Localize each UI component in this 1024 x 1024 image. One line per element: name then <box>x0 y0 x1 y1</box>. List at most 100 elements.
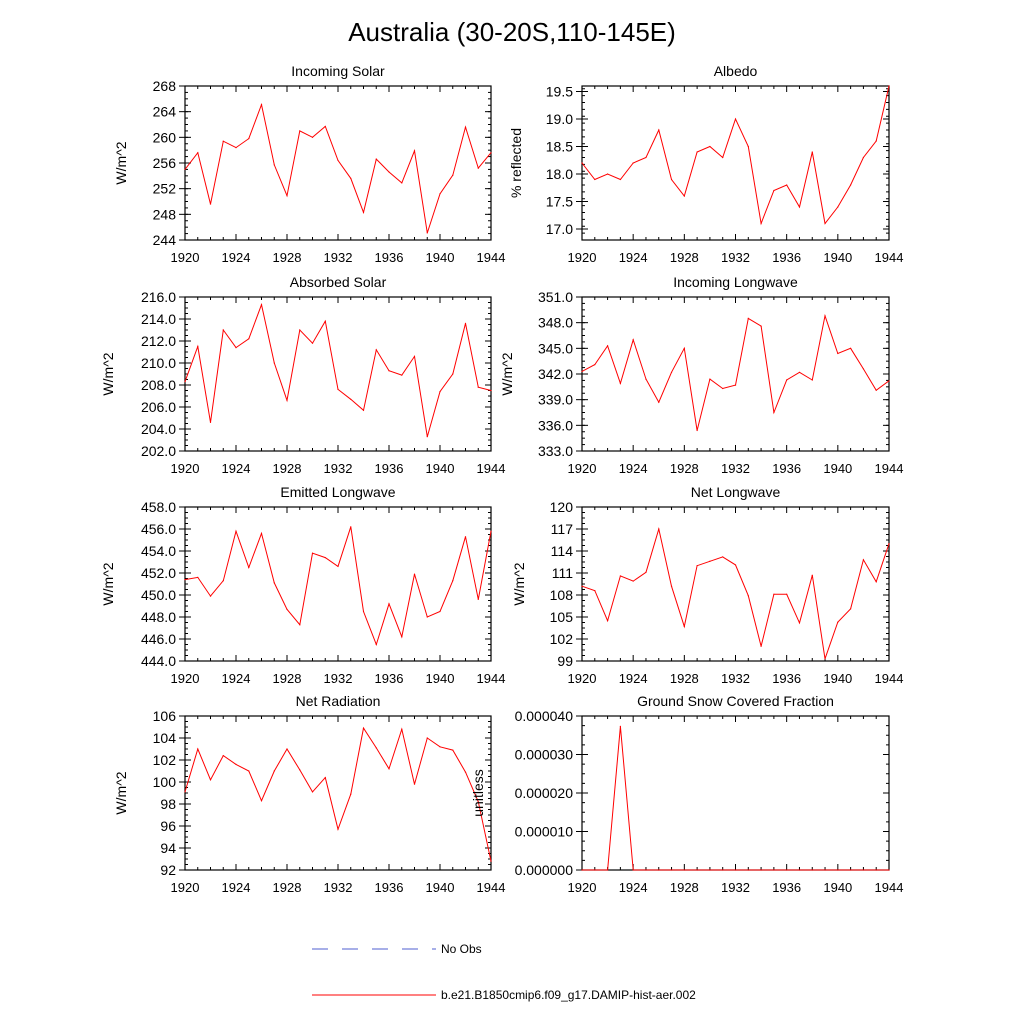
y-tick-label: 102 <box>550 631 574 647</box>
y-axis-label: W/m^2 <box>113 771 129 814</box>
data-point <box>439 610 441 613</box>
panel-title: Incoming Solar <box>291 63 385 79</box>
data-point <box>683 869 685 871</box>
data-point <box>734 869 737 871</box>
data-point <box>594 590 596 592</box>
y-tick-label: 96 <box>160 818 176 834</box>
data-point <box>413 573 416 575</box>
x-tick-label: 1924 <box>222 250 251 265</box>
x-tick-label: 1932 <box>721 461 750 476</box>
data-point <box>696 151 698 153</box>
y-tick-label: 120 <box>550 499 574 515</box>
data-point <box>324 125 326 128</box>
x-tick-label: 1924 <box>222 671 251 686</box>
x-tick-label: 1928 <box>273 461 302 476</box>
data-point <box>722 869 724 871</box>
data-point <box>619 575 621 577</box>
data-point <box>452 174 454 176</box>
y-tick-label: 206.0 <box>141 399 176 415</box>
x-tick-label: 1920 <box>568 250 597 265</box>
x-tick-label: 1936 <box>772 671 801 686</box>
x-tick-label: 1944 <box>477 880 506 895</box>
data-point <box>645 869 647 871</box>
panel-title: Net Radiation <box>296 693 381 709</box>
data-point <box>184 168 186 171</box>
data-point <box>696 429 698 432</box>
x-tick-label: 1932 <box>324 880 353 895</box>
series-line <box>184 102 492 234</box>
data-point <box>760 222 762 225</box>
data-point <box>786 184 788 186</box>
data-point <box>248 338 250 340</box>
data-point <box>439 391 441 393</box>
y-tick-label: 0.000000 <box>515 862 574 878</box>
x-tick-label: 1936 <box>375 461 404 476</box>
y-tick-label: 92 <box>160 862 176 878</box>
data-point <box>798 622 801 624</box>
data-point <box>286 399 288 401</box>
y-tick-label: 117 <box>551 521 574 537</box>
y-tick-label: 19.0 <box>546 111 573 127</box>
data-point <box>722 156 724 159</box>
data-point <box>658 528 660 530</box>
data-point <box>811 379 813 381</box>
series-line <box>581 313 890 431</box>
y-tick-label: 336.0 <box>538 417 573 433</box>
x-tick-label: 1920 <box>568 880 597 895</box>
y-tick-label: 204.0 <box>141 421 176 437</box>
y-tick-label: 244 <box>153 232 177 248</box>
x-tick-label: 1928 <box>670 880 699 895</box>
y-tick-label: 17.5 <box>546 194 573 210</box>
x-tick-label: 1936 <box>375 250 404 265</box>
data-point <box>773 869 775 871</box>
data-point <box>850 347 852 349</box>
data-point <box>709 378 711 380</box>
legend-no-obs-label: No Obs <box>441 942 482 956</box>
data-point <box>375 747 377 749</box>
x-tick-label: 1944 <box>875 671 904 686</box>
data-point <box>773 189 775 192</box>
data-point <box>209 203 212 205</box>
data-point <box>734 118 737 120</box>
plot-frame <box>581 296 890 452</box>
data-point <box>670 869 673 871</box>
data-point <box>350 177 352 179</box>
data-point <box>606 869 609 871</box>
panel-title: Absorbed Solar <box>290 274 387 290</box>
data-point <box>311 342 314 344</box>
y-tick-label: 252 <box>153 181 177 197</box>
data-point <box>811 869 813 871</box>
y-axis-label: W/m^2 <box>511 562 527 605</box>
data-point <box>747 595 749 597</box>
data-point <box>696 869 698 871</box>
x-tick-label: 1932 <box>721 250 750 265</box>
y-tick-label: 105 <box>550 609 574 625</box>
data-point <box>709 869 711 871</box>
x-tick-label: 1944 <box>477 250 506 265</box>
data-point <box>490 152 492 154</box>
data-point <box>670 585 673 587</box>
data-point <box>388 171 390 173</box>
data-point <box>875 869 877 871</box>
data-point <box>388 768 390 770</box>
x-tick-label: 1940 <box>823 880 852 895</box>
plot-frame <box>581 715 890 871</box>
series-line <box>184 526 492 647</box>
data-point <box>248 566 250 569</box>
data-point <box>798 869 801 871</box>
plot-frame <box>581 506 890 662</box>
data-point <box>645 378 647 380</box>
y-tick-label: 210.0 <box>141 355 176 371</box>
y-tick-label: 212.0 <box>141 333 176 349</box>
y-tick-label: 214.0 <box>141 311 176 327</box>
y-tick-label: 99 <box>557 653 573 669</box>
y-tick-label: 111 <box>552 565 573 581</box>
data-point <box>850 869 852 871</box>
data-point <box>888 85 890 87</box>
data-point <box>260 532 263 535</box>
y-tick-label: 0.000020 <box>515 785 574 801</box>
x-tick-label: 1944 <box>875 461 904 476</box>
y-tick-label: 106 <box>153 708 177 724</box>
data-point <box>350 793 352 795</box>
panel-8: Ground Snow Covered Fraction unitless 1920… <box>470 693 903 895</box>
